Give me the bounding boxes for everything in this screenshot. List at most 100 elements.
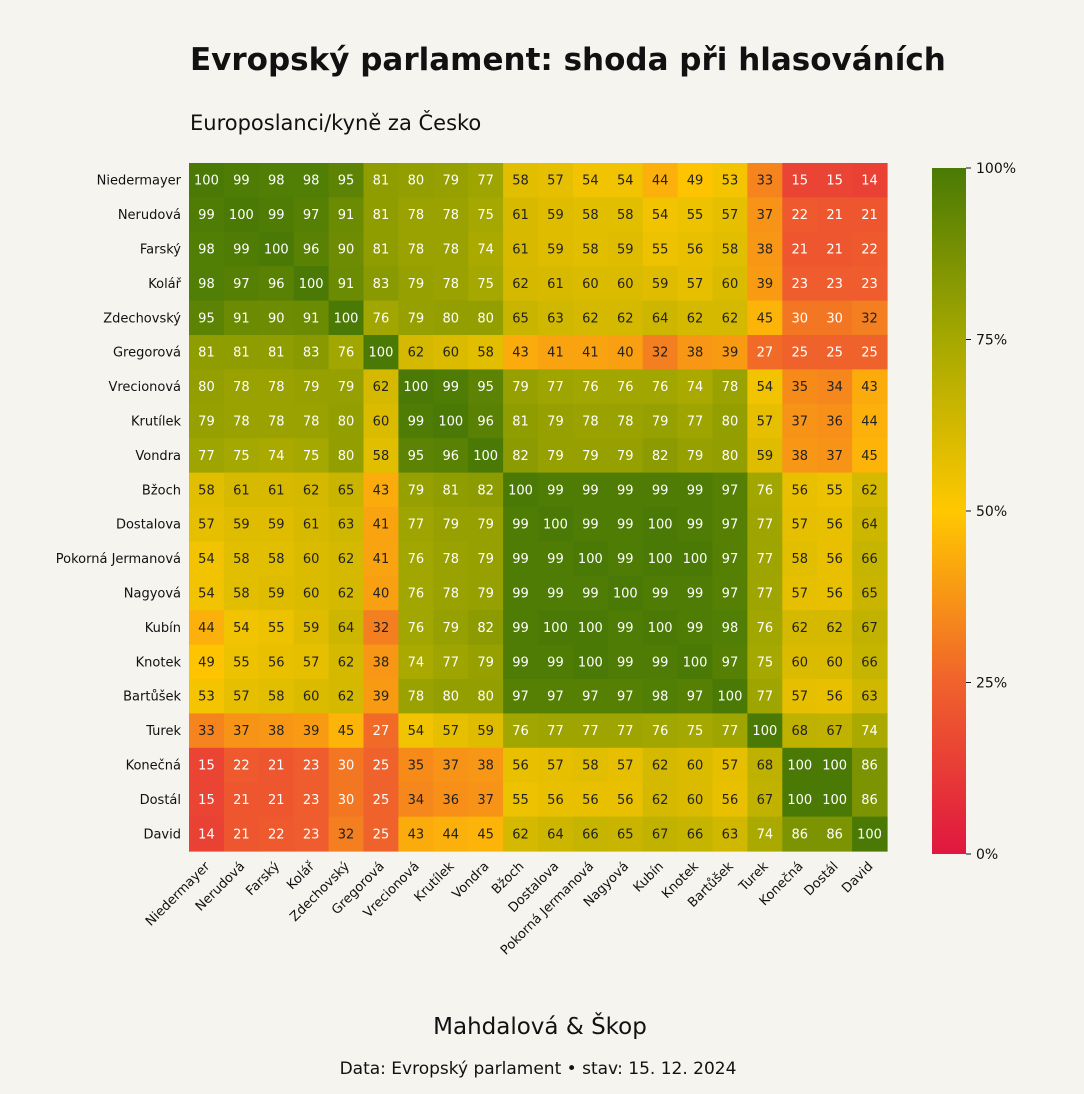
cell-value-label: 100 [787, 793, 812, 808]
heatmap-cell [503, 231, 539, 267]
heatmap-cell [677, 335, 714, 370]
heatmap-cell [398, 403, 434, 439]
heatmap-cell [223, 575, 260, 611]
cell-value-label: 97 [303, 208, 320, 223]
cell-value-label: 79 [512, 380, 529, 395]
cell-value-label: 30 [338, 759, 355, 774]
cell-value-label: 56 [826, 690, 843, 705]
cell-value-label: 79 [477, 552, 494, 567]
cell-value-label: 30 [338, 793, 355, 808]
heatmap-cell [712, 335, 748, 370]
heatmap-cell [817, 231, 853, 267]
heatmap-cell [782, 782, 818, 818]
heatmap-cell [398, 231, 434, 267]
cell-value-label: 21 [233, 827, 250, 842]
row-label: Pokorná Jermanová [56, 552, 181, 567]
heatmap-cell [852, 541, 888, 577]
heatmap-cell [363, 231, 399, 267]
colorbar-tick-label: 25% [976, 676, 1007, 692]
heatmap-cell [398, 472, 434, 508]
heatmap-cell [572, 300, 609, 336]
heatmap-cell [852, 300, 888, 336]
heatmap-cell [817, 679, 853, 714]
heatmap-cell [293, 403, 330, 439]
cell-value-label: 56 [547, 793, 564, 808]
heatmap-cell [503, 369, 539, 405]
heatmap-cells: 100 99 98 98 95 81 80 79 77 58 57 54 54 44 49 53 33 15 15 1… [189, 163, 888, 852]
column-label: David [839, 859, 876, 896]
heatmap-cell [503, 197, 539, 233]
heatmap-cell [398, 541, 434, 577]
cell-value-label: 27 [373, 724, 390, 739]
cell-value-label: 96 [442, 449, 459, 464]
heatmap-cell [712, 163, 748, 198]
cell-value-label: 21 [268, 793, 285, 808]
colorbar-ticks: 0% 25% 50% 75% 100% [966, 161, 1016, 863]
cell-value-label: 77 [547, 724, 564, 739]
cell-value-label: 79 [547, 415, 564, 430]
heatmap-cell [258, 816, 295, 852]
cell-value-label: 56 [826, 518, 843, 533]
heatmap-cell [433, 575, 469, 611]
cell-value-label: 36 [442, 793, 459, 808]
heatmap-cell [468, 575, 504, 611]
row-labels: Niedermayer Nerudová Farský Kolář Zdechovský… [56, 174, 182, 843]
heatmap-cell [258, 472, 295, 508]
heatmap-cell [642, 197, 679, 233]
cell-value-label: 44 [442, 827, 459, 842]
heatmap-cell [782, 747, 818, 783]
cell-value-label: 99 [512, 552, 529, 567]
cell-value-label: 80 [477, 311, 494, 326]
cell-value-label: 30 [826, 311, 843, 326]
heatmap-cell [747, 163, 783, 198]
heatmap-cell [258, 679, 295, 714]
heatmap-cell [189, 610, 225, 646]
heatmap-cell [328, 335, 365, 370]
heatmap-cell [223, 782, 260, 818]
heatmap-cell [223, 644, 260, 680]
heatmap-cell [293, 335, 330, 370]
heatmap-cell [607, 782, 644, 818]
cell-value-label: 39 [722, 346, 739, 361]
heatmap-cell [747, 300, 783, 336]
heatmap-cell [642, 541, 679, 577]
heatmap-cell [538, 231, 574, 267]
heatmap-cell [293, 713, 330, 749]
heatmap-cell [607, 541, 644, 577]
column-label: Vondra [450, 859, 493, 902]
row-label: David [143, 827, 181, 842]
heatmap-cell [817, 197, 853, 233]
heatmap-cell [398, 644, 434, 680]
cell-value-label: 83 [373, 277, 390, 292]
cell-value-label: 45 [477, 827, 494, 842]
cell-value-label: 98 [652, 690, 669, 705]
cell-value-label: 66 [687, 827, 704, 842]
heatmap-cell [572, 610, 609, 646]
heatmap-cell [293, 644, 330, 680]
cell-value-label: 43 [861, 380, 878, 395]
heatmap-cell [433, 369, 469, 405]
cell-value-label: 100 [578, 621, 603, 636]
heatmap-cell [189, 782, 225, 818]
heatmap-cell [782, 507, 818, 542]
cell-value-label: 25 [826, 346, 843, 361]
heatmap-cell [258, 197, 295, 233]
cell-value-label: 99 [617, 518, 634, 533]
heatmap-cell [468, 438, 504, 474]
cell-value-label: 59 [617, 243, 634, 258]
cell-value-label: 80 [338, 449, 355, 464]
heatmap-cell [258, 266, 295, 302]
heatmap-cell [677, 231, 714, 267]
cell-value-label: 76 [582, 380, 599, 395]
cell-value-label: 56 [826, 587, 843, 602]
cell-value-label: 75 [687, 724, 704, 739]
colorbar [932, 168, 966, 854]
cell-value-label: 21 [233, 793, 250, 808]
heatmap-cell [433, 713, 469, 749]
heatmap-cell [258, 231, 295, 267]
heatmap-cell [642, 231, 679, 267]
heatmap-cell [642, 575, 679, 611]
cell-value-label: 78 [233, 415, 250, 430]
heatmap-cell [782, 472, 818, 508]
cell-value-label: 79 [652, 415, 669, 430]
